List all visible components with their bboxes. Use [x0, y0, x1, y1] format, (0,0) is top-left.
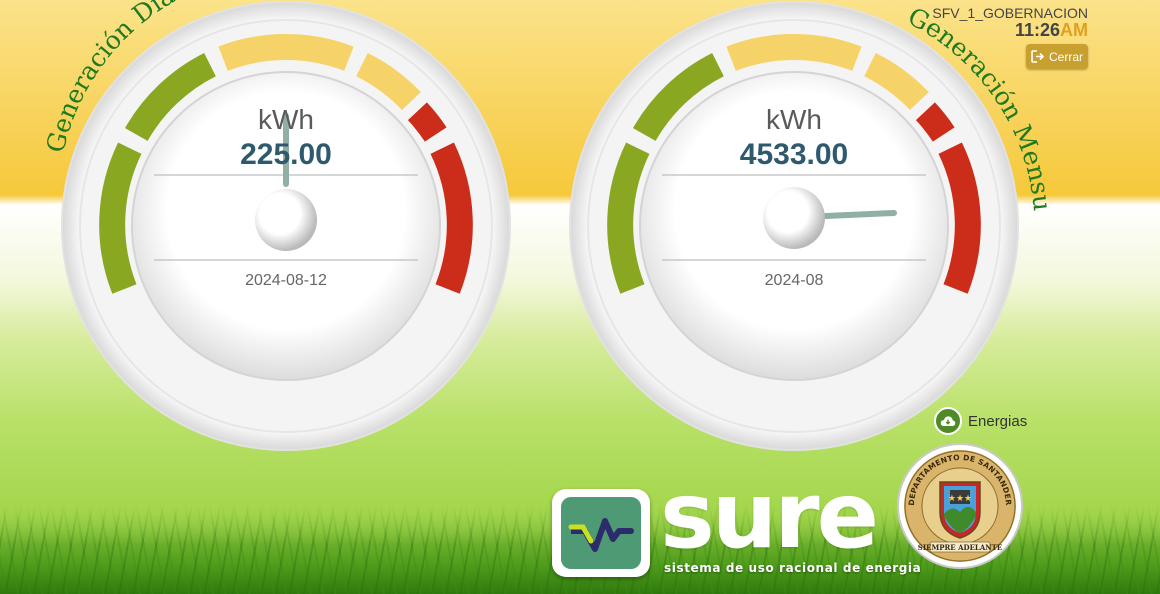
gauge-value: 4533.00 [739, 138, 849, 171]
svg-text:★★★: ★★★ [948, 494, 972, 504]
gauge-value: 225.00 [240, 138, 332, 171]
energias-label: Energias [968, 412, 1028, 430]
gauge-unit: kWh [258, 104, 314, 135]
energias-link[interactable]: Energias [934, 406, 1027, 436]
sign-out-icon [1031, 50, 1045, 63]
logout-label: Cerrar [1048, 49, 1083, 64]
user-info: SFV_1_GOBERNACION 11:26AM [932, 5, 1088, 40]
santander-seal-logo: ★★★ DEPARTAMENTO DE SANTANDER SIEMPRE AD… [896, 442, 1024, 570]
svg-text:SIEMPRE ADELANTE: SIEMPRE ADELANTE [918, 543, 1002, 552]
sure-logo-icon [552, 489, 650, 577]
gauge-needle [823, 210, 897, 219]
cloud-download-icon [934, 407, 962, 435]
gauge-hub [763, 187, 825, 249]
gauge-scale-arc [607, 34, 981, 294]
gauge-date: 2024-08-12 [245, 272, 327, 289]
gauge-hub [255, 189, 317, 251]
sure-tagline: sistema de uso racional de energia [664, 561, 922, 575]
clock: 11:26AM [932, 21, 1088, 39]
clock-time: 11:26 [1014, 20, 1060, 40]
gauge-unit: kWh [766, 104, 822, 135]
monthly-gauge: kWh 4533.00 2024-08 [564, 0, 1024, 460]
gauge-scale-arc [99, 34, 473, 294]
clock-ampm: AM [1060, 20, 1088, 40]
daily-gauge: kWh 225.00 2024-08-12 [56, 0, 516, 460]
gauge-date: 2024-08 [764, 272, 824, 289]
username: SFV_1_GOBERNACION [932, 5, 1088, 21]
logout-button[interactable]: Cerrar [1026, 44, 1088, 69]
sure-wordmark: sure [660, 462, 879, 569]
